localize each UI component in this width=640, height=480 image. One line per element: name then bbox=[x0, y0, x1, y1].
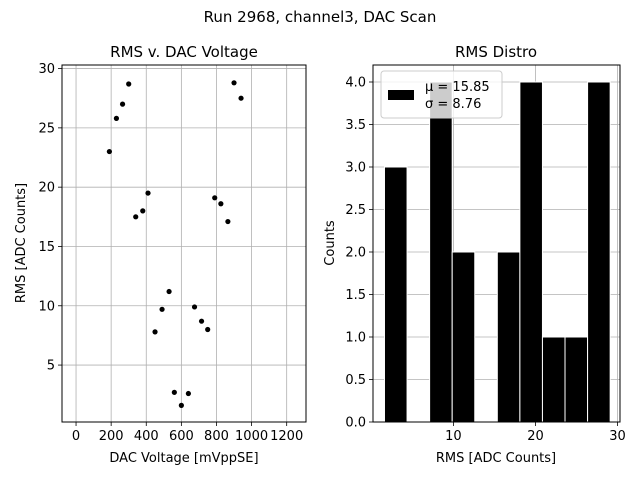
histogram-bar bbox=[383, 166, 408, 423]
scatter-point bbox=[171, 389, 177, 395]
histogram-bars bbox=[383, 81, 611, 423]
histogram-y-ticks: 0.0 0.5 1.0 1.5 2.0 2.5 3.0 3.5 4.0 bbox=[345, 76, 373, 431]
histogram-y-label: Counts bbox=[323, 220, 338, 266]
scatter-point bbox=[133, 214, 139, 220]
scatter-point bbox=[191, 304, 198, 310]
p1-y-tick-label: 15 bbox=[38, 240, 55, 255]
p2-y-tick-label: 0.5 bbox=[345, 373, 366, 388]
scatter-point bbox=[126, 81, 132, 87]
scatter-point bbox=[113, 115, 120, 121]
scatter-point bbox=[145, 190, 151, 196]
scatter-point bbox=[225, 218, 231, 225]
legend-box bbox=[380, 70, 503, 119]
histogram-bar bbox=[564, 336, 589, 423]
histogram-x-label: RMS [ADC Counts] bbox=[436, 451, 556, 466]
histogram-bar bbox=[541, 336, 566, 423]
p1-y-tick-label: 20 bbox=[38, 181, 55, 196]
p1-y-tick-label: 10 bbox=[38, 299, 55, 314]
p1-y-tick-label: 5 bbox=[47, 359, 55, 374]
p2-y-tick-label: 2.5 bbox=[345, 203, 366, 218]
scatter-axes-frame bbox=[61, 64, 307, 423]
histogram-bar bbox=[519, 81, 543, 423]
p2-y-tick-label: 3.0 bbox=[345, 161, 366, 176]
p2-x-tick-label: 10 bbox=[445, 429, 462, 444]
histogram-bar bbox=[451, 251, 476, 423]
histogram-legend: μ = 15.85 σ = 8.76 bbox=[380, 70, 503, 119]
p2-y-tick-label: 1.0 bbox=[345, 331, 366, 346]
histogram-bar bbox=[496, 251, 521, 423]
histogram-title: RMS Distro bbox=[455, 43, 537, 61]
scatter-point bbox=[119, 101, 126, 107]
p2-y-tick-label: 2.0 bbox=[345, 246, 366, 261]
scatter-point bbox=[198, 318, 205, 324]
histogram-panel: RMS Distro 10 20 30 0.0 0.5 1.0 1.5 2.0 2.5 3.0 3… bbox=[323, 43, 626, 466]
p2-x-tick-label: 30 bbox=[609, 429, 626, 444]
scatter-point bbox=[159, 306, 165, 312]
p1-x-tick-label: 400 bbox=[134, 429, 159, 444]
scatter-point bbox=[205, 326, 211, 333]
scatter-panel: RMS v. DAC Voltage 0 200 400 600 800 1000 1200… bbox=[14, 43, 307, 466]
scatter-y-ticks: 5 10 15 20 25 30 bbox=[38, 62, 62, 374]
scatter-point bbox=[140, 208, 146, 214]
histogram-x-ticks: 10 20 30 bbox=[445, 422, 626, 444]
p2-y-tick-label: 1.5 bbox=[345, 288, 366, 303]
scatter-points bbox=[106, 80, 244, 408]
scatter-point bbox=[152, 329, 158, 335]
p1-x-tick-label: 1000 bbox=[235, 429, 268, 444]
scatter-point bbox=[238, 95, 244, 101]
histogram-bar bbox=[429, 81, 453, 423]
scatter-title: RMS v. DAC Voltage bbox=[110, 43, 258, 61]
histogram-axes-frame bbox=[372, 64, 621, 423]
scatter-plot-area bbox=[62, 65, 306, 422]
p2-y-tick-label: 4.0 bbox=[345, 76, 366, 91]
scatter-point bbox=[185, 390, 191, 397]
figure-title: Run 2968, channel3, DAC Scan bbox=[204, 8, 437, 26]
p1-x-tick-label: 0 bbox=[72, 429, 80, 444]
legend-mu-label: μ = 15.85 bbox=[425, 80, 490, 95]
scatter-point bbox=[106, 148, 112, 155]
scatter-x-label: DAC Voltage [mVppSE] bbox=[109, 451, 258, 466]
p2-x-tick-label: 20 bbox=[527, 429, 544, 444]
p2-y-tick-label: 3.5 bbox=[345, 118, 366, 133]
scatter-x-ticks: 0 200 400 600 800 1000 1200 bbox=[72, 422, 303, 444]
p1-x-tick-label: 1200 bbox=[270, 429, 303, 444]
scatter-point bbox=[178, 402, 184, 408]
p1-y-tick-label: 30 bbox=[38, 62, 55, 77]
scatter-point bbox=[212, 195, 218, 201]
p1-x-tick-label: 200 bbox=[99, 429, 124, 444]
scatter-point bbox=[166, 288, 172, 295]
p1-x-tick-label: 800 bbox=[204, 429, 229, 444]
legend-swatch bbox=[388, 90, 414, 100]
scatter-point bbox=[218, 201, 224, 207]
scatter-grid bbox=[62, 65, 306, 422]
p1-x-tick-label: 600 bbox=[169, 429, 194, 444]
scatter-y-label: RMS [ADC Counts] bbox=[14, 183, 29, 303]
scatter-point bbox=[231, 80, 237, 86]
histogram-bar bbox=[587, 81, 611, 423]
p1-y-tick-label: 25 bbox=[38, 121, 55, 136]
legend-sigma-label: σ = 8.76 bbox=[425, 97, 481, 112]
p2-y-tick-label: 0.0 bbox=[345, 416, 366, 431]
